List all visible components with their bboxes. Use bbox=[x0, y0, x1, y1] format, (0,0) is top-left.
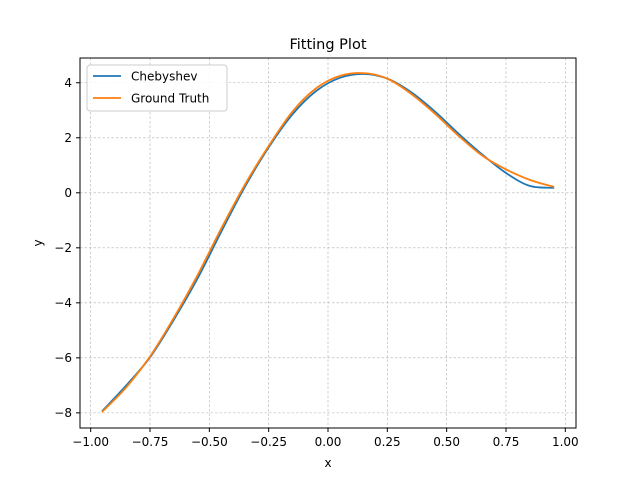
legend-box bbox=[86, 64, 228, 112]
tick-layer: −1.00 −0.75 −0.50 −0.25 0.00 0.25 0.50 0.75 1.00… bbox=[54, 76, 578, 449]
chart-title: Fitting Plot bbox=[289, 37, 366, 53]
x-tick-label: 0.00 bbox=[315, 435, 342, 449]
y-tick-label: 4 bbox=[64, 76, 72, 90]
x-tick-label: −0.25 bbox=[250, 435, 287, 449]
x-tick-label: −0.75 bbox=[132, 435, 169, 449]
x-tick-label: 0.75 bbox=[493, 435, 520, 449]
legend-label-chebyshev: Chebyshev bbox=[131, 70, 197, 84]
legend: Chebyshev Ground Truth bbox=[86, 64, 228, 112]
x-tick-label: 0.25 bbox=[374, 435, 401, 449]
y-tick-label: 0 bbox=[64, 186, 72, 200]
x-axis-label: x bbox=[324, 456, 331, 470]
y-axis-label: y bbox=[31, 239, 45, 246]
y-tick-label: −6 bbox=[54, 351, 72, 365]
y-tick-label: 2 bbox=[64, 131, 72, 145]
x-tick-label: 0.50 bbox=[433, 435, 460, 449]
series-line-chebyshev bbox=[101, 73, 555, 412]
y-tick-label: −4 bbox=[54, 296, 72, 310]
y-tick-label: −8 bbox=[54, 406, 72, 420]
x-tick-label: −1.00 bbox=[72, 435, 109, 449]
x-tick-label: −0.50 bbox=[191, 435, 228, 449]
series-line-ground-truth bbox=[101, 72, 555, 413]
y-tick-label: −2 bbox=[54, 241, 72, 255]
legend-label-ground-truth: Ground Truth bbox=[131, 92, 209, 106]
series-layer bbox=[101, 72, 555, 413]
x-tick-label: 1.00 bbox=[552, 435, 579, 449]
